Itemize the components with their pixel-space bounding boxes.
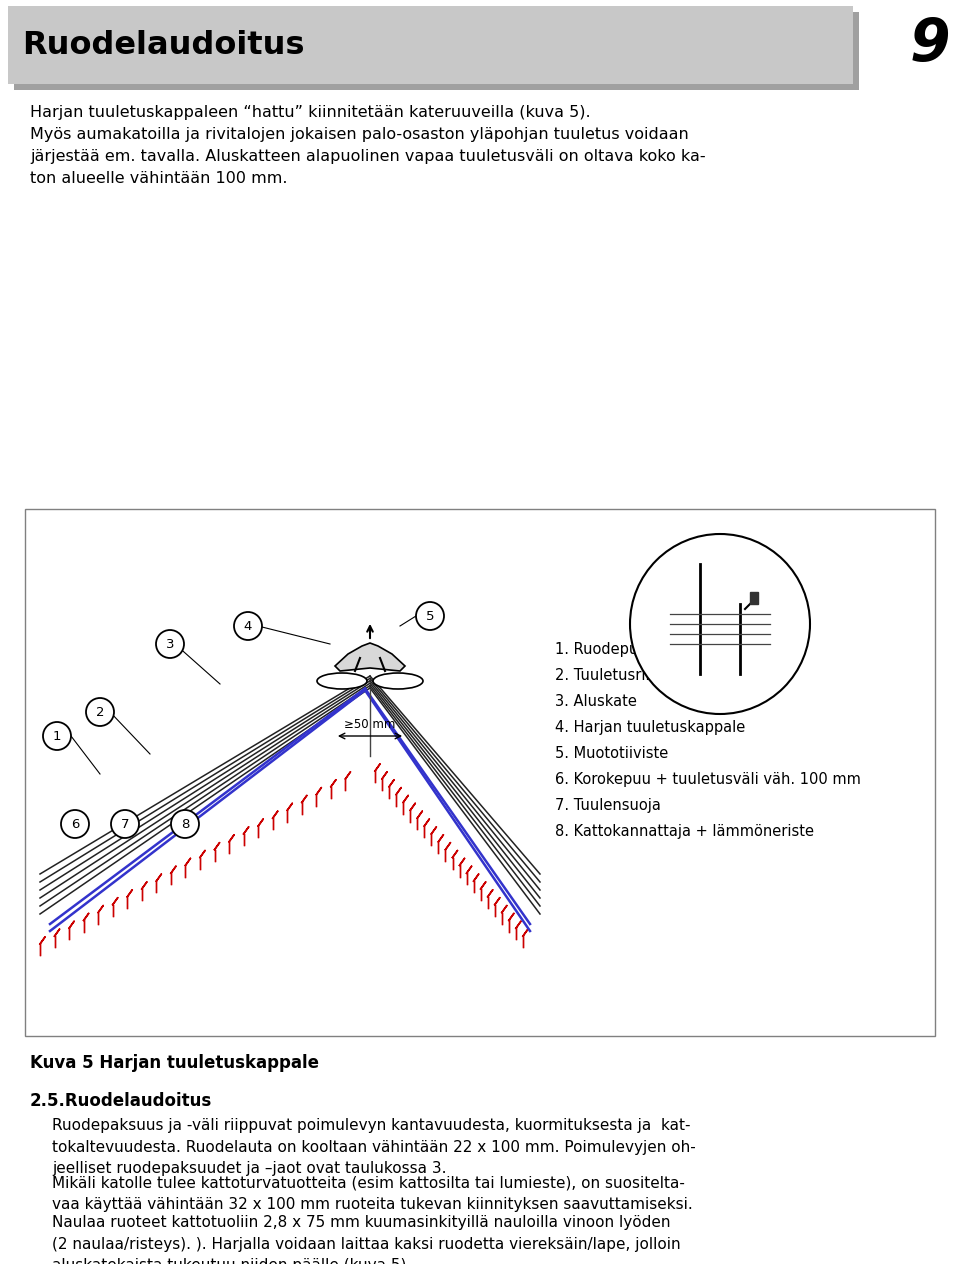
Text: 4: 4 xyxy=(244,619,252,632)
FancyBboxPatch shape xyxy=(14,11,859,90)
Text: Kuva 5 Harjan tuuletuskappale: Kuva 5 Harjan tuuletuskappale xyxy=(30,1054,319,1072)
Text: Ruodelaudoitus: Ruodelaudoitus xyxy=(22,29,304,61)
Bar xyxy=(750,592,758,604)
Text: Myös aumakatoilla ja rivitalojen jokaisen palo-osaston yläpohjan tuuletus voidaa: Myös aumakatoilla ja rivitalojen jokaise… xyxy=(30,126,688,142)
Ellipse shape xyxy=(373,672,423,689)
Text: 1: 1 xyxy=(53,729,61,742)
Circle shape xyxy=(416,602,444,629)
Circle shape xyxy=(630,533,810,714)
Text: 3. Aluskate: 3. Aluskate xyxy=(555,694,636,709)
Circle shape xyxy=(86,698,114,726)
Circle shape xyxy=(43,722,71,750)
Text: järjestää em. tavalla. Aluskatteen alapuolinen vapaa tuuletusväli on oltava koko: järjestää em. tavalla. Aluskatteen alapu… xyxy=(30,149,706,164)
FancyBboxPatch shape xyxy=(8,6,853,83)
Text: 2. Tuuletusrima: 2. Tuuletusrima xyxy=(555,667,669,683)
Text: 4. Harjan tuuletuskappale: 4. Harjan tuuletuskappale xyxy=(555,720,745,734)
Circle shape xyxy=(61,810,89,838)
Text: 6: 6 xyxy=(71,818,79,830)
Text: 9: 9 xyxy=(910,16,950,73)
Text: 6. Korokepuu + tuuletusväli väh. 100 mm: 6. Korokepuu + tuuletusväli väh. 100 mm xyxy=(555,772,861,787)
Text: 7: 7 xyxy=(121,818,130,830)
Text: 1. Ruodepuu: 1. Ruodepuu xyxy=(555,642,648,657)
Ellipse shape xyxy=(317,672,367,689)
Text: 5: 5 xyxy=(425,609,434,622)
FancyBboxPatch shape xyxy=(25,509,935,1036)
Text: 7. Tuulensuoja: 7. Tuulensuoja xyxy=(555,798,660,813)
Text: Mikäli katolle tulee kattoturvatuotteita (esim kattosilta tai lumieste), on suos: Mikäli katolle tulee kattoturvatuotteita… xyxy=(52,1176,693,1212)
Text: 3: 3 xyxy=(166,637,175,651)
Text: 2.5.Ruodelaudoitus: 2.5.Ruodelaudoitus xyxy=(30,1092,212,1110)
Circle shape xyxy=(171,810,199,838)
Circle shape xyxy=(111,810,139,838)
Text: Ruodepaksuus ja -väli riippuvat poimulevyn kantavuudesta, kuormituksesta ja  kat: Ruodepaksuus ja -väli riippuvat poimulev… xyxy=(52,1117,696,1177)
Text: Harjan tuuletuskappaleen “hattu” kiinnitetään kateruuveilla (kuva 5).: Harjan tuuletuskappaleen “hattu” kiinnit… xyxy=(30,105,590,120)
Circle shape xyxy=(234,612,262,640)
Polygon shape xyxy=(335,643,405,671)
Text: ≥50 mm: ≥50 mm xyxy=(345,718,396,731)
Text: ton alueelle vähintään 100 mm.: ton alueelle vähintään 100 mm. xyxy=(30,171,287,186)
Text: 2: 2 xyxy=(96,705,105,718)
Text: 5. Muototiiviste: 5. Muototiiviste xyxy=(555,746,668,761)
Text: 8. Kattokannattaja + lämmöneriste: 8. Kattokannattaja + lämmöneriste xyxy=(555,824,814,839)
Text: Naulaa ruoteet kattotuoliin 2,8 x 75 mm kuumasinkityillä nauloilla vinoon lyöden: Naulaa ruoteet kattotuoliin 2,8 x 75 mm … xyxy=(52,1215,681,1264)
Text: 8: 8 xyxy=(180,818,189,830)
Circle shape xyxy=(156,629,184,659)
